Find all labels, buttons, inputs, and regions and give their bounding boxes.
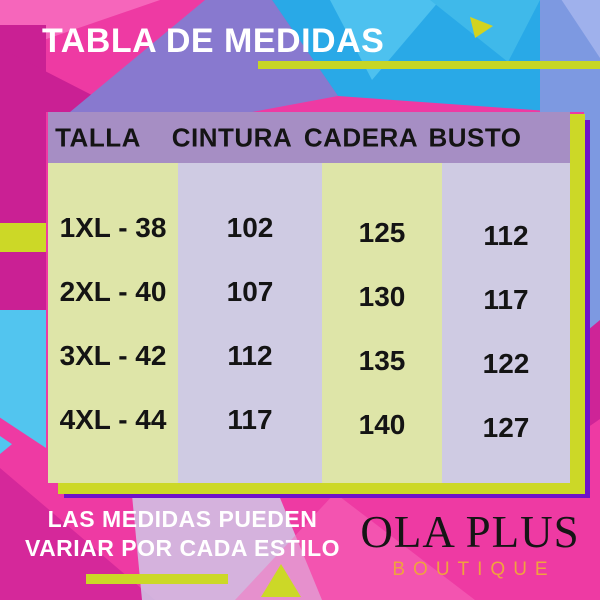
table-cell-busto: 112 — [483, 220, 529, 251]
brand-name: OLA PLUS — [360, 507, 580, 557]
table-cell-cadera: 135 — [358, 345, 406, 376]
table-cell-talla: 3XL - 42 — [59, 340, 167, 371]
table-cell-cintura: 107 — [226, 276, 274, 307]
column-busto: 112 117 122 127 — [442, 163, 570, 483]
column-header-busto: BUSTO — [428, 122, 522, 152]
column-cintura: 102 107 112 117 — [178, 163, 322, 483]
column-header-talla: TALLA — [55, 122, 141, 152]
table-header-row: TALLA CINTURA CADERA BUSTO — [48, 112, 570, 163]
column-talla: 1XL - 38 2XL - 40 3XL - 42 4XL - 44 — [48, 163, 178, 483]
column-header-cintura: CINTURA — [171, 122, 293, 152]
brand-tagline: BOUTIQUE — [392, 559, 556, 580]
column-cadera: 125 130 135 140 — [322, 163, 442, 483]
table-cell-cadera: 140 — [358, 409, 406, 440]
table-cell-cintura: 102 — [226, 212, 274, 243]
table-cell-cintura: 112 — [227, 340, 273, 371]
disclaimer-line-1: LAS MEDIDAS PUEDEN — [47, 506, 318, 532]
brand-logo: OLA PLUS BOUTIQUE — [355, 508, 585, 581]
disclaimer-note: LAS MEDIDAS PUEDEN VARIAR POR CADA ESTIL… — [10, 505, 355, 563]
table-cell-busto: 122 — [482, 348, 530, 379]
title-underline-bar — [258, 61, 600, 69]
page-title: TABLA DE MEDIDAS — [42, 22, 385, 60]
table-cell-busto: 127 — [482, 412, 530, 443]
disclaimer-line-2: VARIAR POR CADA ESTILO — [24, 535, 341, 561]
column-header-cadera: CADERA — [303, 122, 419, 152]
table-cell-cintura: 117 — [227, 404, 273, 435]
table-body: 1XL - 38 2XL - 40 3XL - 42 4XL - 44 102 … — [48, 163, 570, 483]
table-cell-talla: 4XL - 44 — [59, 404, 167, 435]
table-cell-cadera: 130 — [358, 281, 406, 312]
bg-lime-block-left — [0, 223, 46, 252]
note-underline-bar — [86, 574, 228, 584]
table-cell-busto: 117 — [483, 284, 529, 315]
table-cell-talla: 1XL - 38 — [59, 212, 167, 243]
bg-cyan-sliver-bottom-left — [0, 436, 12, 454]
bg-cyan-block-left — [0, 310, 46, 448]
size-table: TALLA CINTURA CADERA BUSTO 1XL - 38 2XL … — [48, 112, 570, 483]
table-cell-talla: 2XL - 40 — [59, 276, 167, 307]
table-cell-cadera: 125 — [358, 217, 406, 248]
